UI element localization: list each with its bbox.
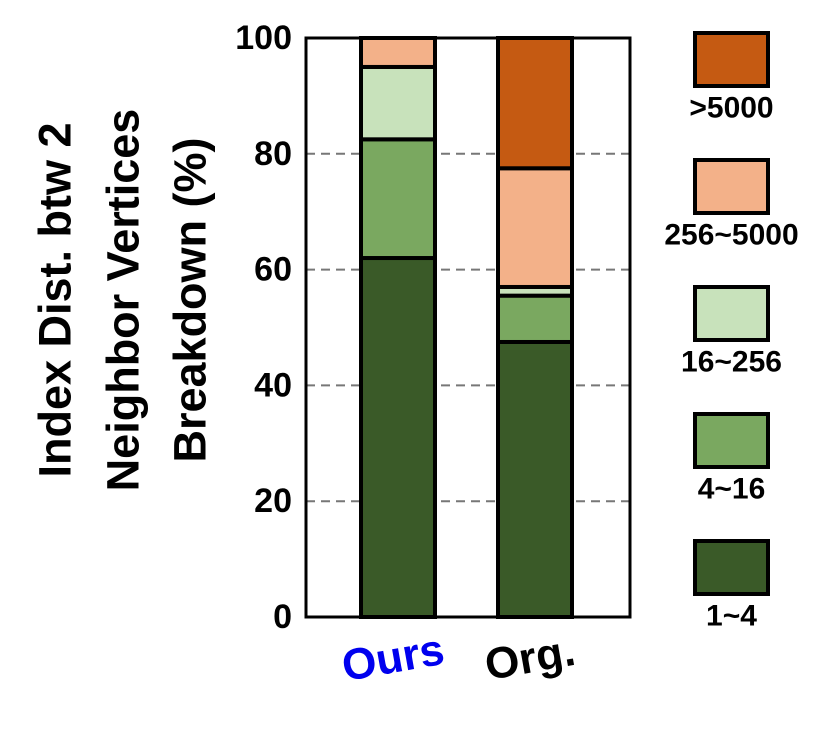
legend-swatch <box>693 412 770 469</box>
bars <box>359 36 574 619</box>
bar-segment <box>359 64 437 142</box>
y-axis-title-line-2: Neighbor Vertices <box>98 109 149 492</box>
x-category-label: Ours <box>338 625 448 691</box>
bar-segment <box>496 36 574 171</box>
legend-swatch <box>693 31 770 88</box>
y-tick-label: 40 <box>254 366 292 404</box>
y-axis-title: Index Dist. btw 2 Neighbor Vertices Brea… <box>30 109 216 492</box>
legend-label: >5000 <box>689 92 773 125</box>
bar-segment <box>496 293 574 344</box>
y-axis-ticks: 0 20 40 60 80 100 <box>235 19 292 636</box>
legend: >5000 256~5000 16~256 4~16 1~4 <box>664 31 799 633</box>
y-axis-title-line-3: Breakdown (%) <box>165 137 216 462</box>
plot-frame <box>304 36 632 619</box>
legend-label: 16~256 <box>681 346 782 379</box>
bar-segment <box>359 137 437 261</box>
bar-segment <box>496 166 574 289</box>
legend-swatch <box>693 158 770 215</box>
y-tick-label: 20 <box>254 482 292 520</box>
y-tick-label: 0 <box>273 598 292 636</box>
x-axis-categories: Ours Org. <box>338 625 579 691</box>
y-tick-label: 80 <box>254 135 292 173</box>
legend-label: 256~5000 <box>664 219 798 252</box>
bar-segment <box>359 256 437 619</box>
y-axis-title-line-1: Index Dist. btw 2 <box>30 122 81 477</box>
bar-segment <box>496 339 574 619</box>
legend-swatch <box>693 285 770 342</box>
gridlines <box>306 152 630 503</box>
legend-label: 1~4 <box>706 600 757 633</box>
y-tick-label: 100 <box>235 19 292 57</box>
y-tick-label: 60 <box>254 251 292 289</box>
bar-segment <box>359 36 437 69</box>
legend-label: 4~16 <box>698 473 766 506</box>
legend-swatch <box>693 539 770 596</box>
x-category-label: Org. <box>481 626 579 690</box>
